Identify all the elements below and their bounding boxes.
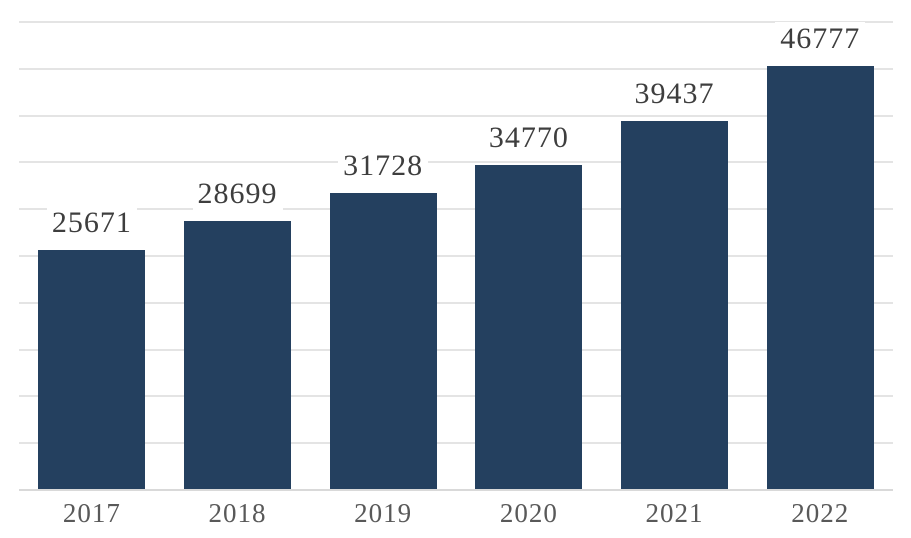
bars-container: 25671 28699 31728 34770 39437 46777 <box>19 22 893 490</box>
bar-2020 <box>475 164 583 490</box>
bar-value-label: 46777 <box>775 22 866 56</box>
bar-column-2022: 46777 <box>747 22 893 490</box>
bar-value-label: 34770 <box>483 120 574 155</box>
gridline-25000 <box>19 255 893 257</box>
bar-value-label: 39437 <box>629 76 720 111</box>
bar-2019 <box>329 193 437 490</box>
x-axis-label-2022: 2022 <box>791 498 850 528</box>
bar-2018 <box>183 221 292 490</box>
gridline-40000 <box>19 114 893 117</box>
gridline-5000 <box>19 442 893 445</box>
x-axis-label-2021: 2021 <box>645 498 704 528</box>
x-axis-label-2017: 2017 <box>62 498 121 528</box>
bar-column-2020: 34770 <box>456 22 602 490</box>
bar-column-2017: 25671 <box>19 22 165 490</box>
bar-2021 <box>620 120 729 490</box>
gridline-45000 <box>19 67 893 70</box>
gridline-30000 <box>19 208 893 211</box>
x-axis-label-2020: 2020 <box>499 498 558 528</box>
x-axis-label-2019: 2019 <box>354 498 413 528</box>
bar-2017 <box>38 249 146 490</box>
plot-area: 25671 28699 31728 34770 39437 46777 <box>19 21 893 491</box>
gridline-50000 <box>19 21 893 23</box>
bar-value-label: 28699 <box>192 177 283 212</box>
bar-column-2018: 28699 <box>165 22 311 490</box>
gridline-20000 <box>19 301 893 304</box>
bar-column-2021: 39437 <box>602 22 748 490</box>
x-axis-label-2018: 2018 <box>208 498 267 528</box>
gridline-10000 <box>19 395 893 398</box>
gridline-15000 <box>19 348 893 351</box>
bar-column-2019: 31728 <box>310 22 456 490</box>
x-axis-line <box>19 489 893 491</box>
bar-value-label: 25671 <box>46 205 137 240</box>
bar-2022 <box>766 66 874 490</box>
gridline-35000 <box>19 161 893 164</box>
x-axis-labels: 2017 2018 2019 2020 2021 2022 <box>19 497 893 529</box>
bar-value-label: 31728 <box>338 149 429 184</box>
